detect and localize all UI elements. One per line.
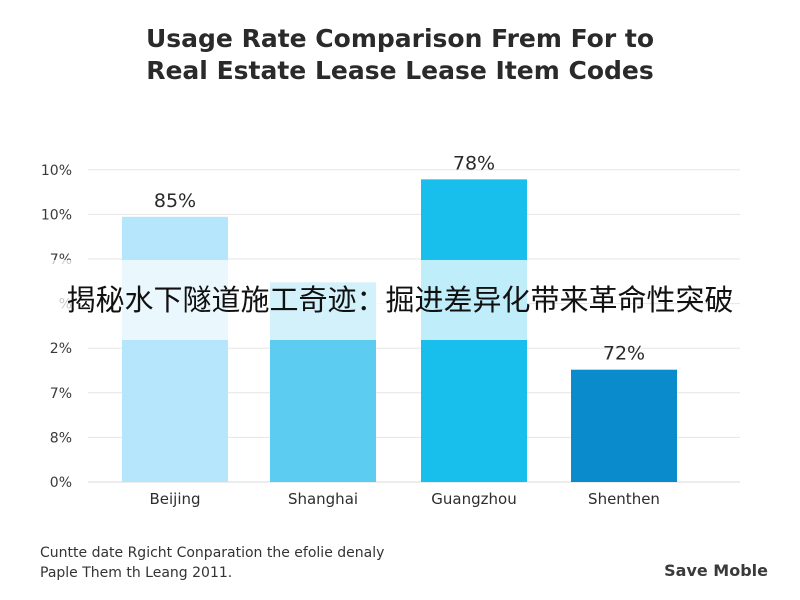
data-label: 72% (603, 343, 645, 365)
data-label: 78% (453, 152, 495, 174)
bar-shenthen (571, 369, 677, 482)
y-tick-label: 7% (50, 386, 72, 402)
y-tick-label: 10% (41, 207, 72, 223)
overlay-band (20, 260, 528, 340)
category-label: Guangzhou (431, 490, 516, 508)
data-label: 85% (154, 190, 196, 212)
bar-beijing (122, 216, 228, 483)
x-axis-categories: Beijing Shanghai Guangzhou Shenthen (149, 490, 659, 508)
y-tick-label: 10% (41, 163, 72, 179)
data-labels: 85% 78% 72% (154, 152, 645, 364)
y-tick-label: 0% (50, 475, 72, 491)
brand-label: Save Moble (664, 561, 768, 580)
footer-note: Cuntte date Rgicht Conparation the efoli… (40, 543, 384, 583)
overlay-headline: 揭秘水下隧道施工奇迹：掘进差异化带来革命性突破 (66, 283, 734, 317)
category-label: Shenthen (588, 490, 660, 508)
footer-note-line-2: Paple Them th Leang 2011. (40, 565, 233, 581)
chart-title-line-1: Usage Rate Comparison Frem For to (145, 24, 655, 53)
chart-title-line-2: Real Estate Lease Lease Item Codes (146, 56, 654, 85)
footer-note-line-1: Cuntte date Rgicht Conparation the efoli… (40, 545, 385, 561)
y-tick-label: 2% (50, 341, 72, 357)
y-tick-label: 8% (50, 430, 72, 446)
category-label: Beijing (149, 490, 200, 508)
y-axis-ticks: 0%8%7%2%%7%10%10% (41, 163, 72, 491)
category-label: Shanghai (288, 490, 358, 508)
